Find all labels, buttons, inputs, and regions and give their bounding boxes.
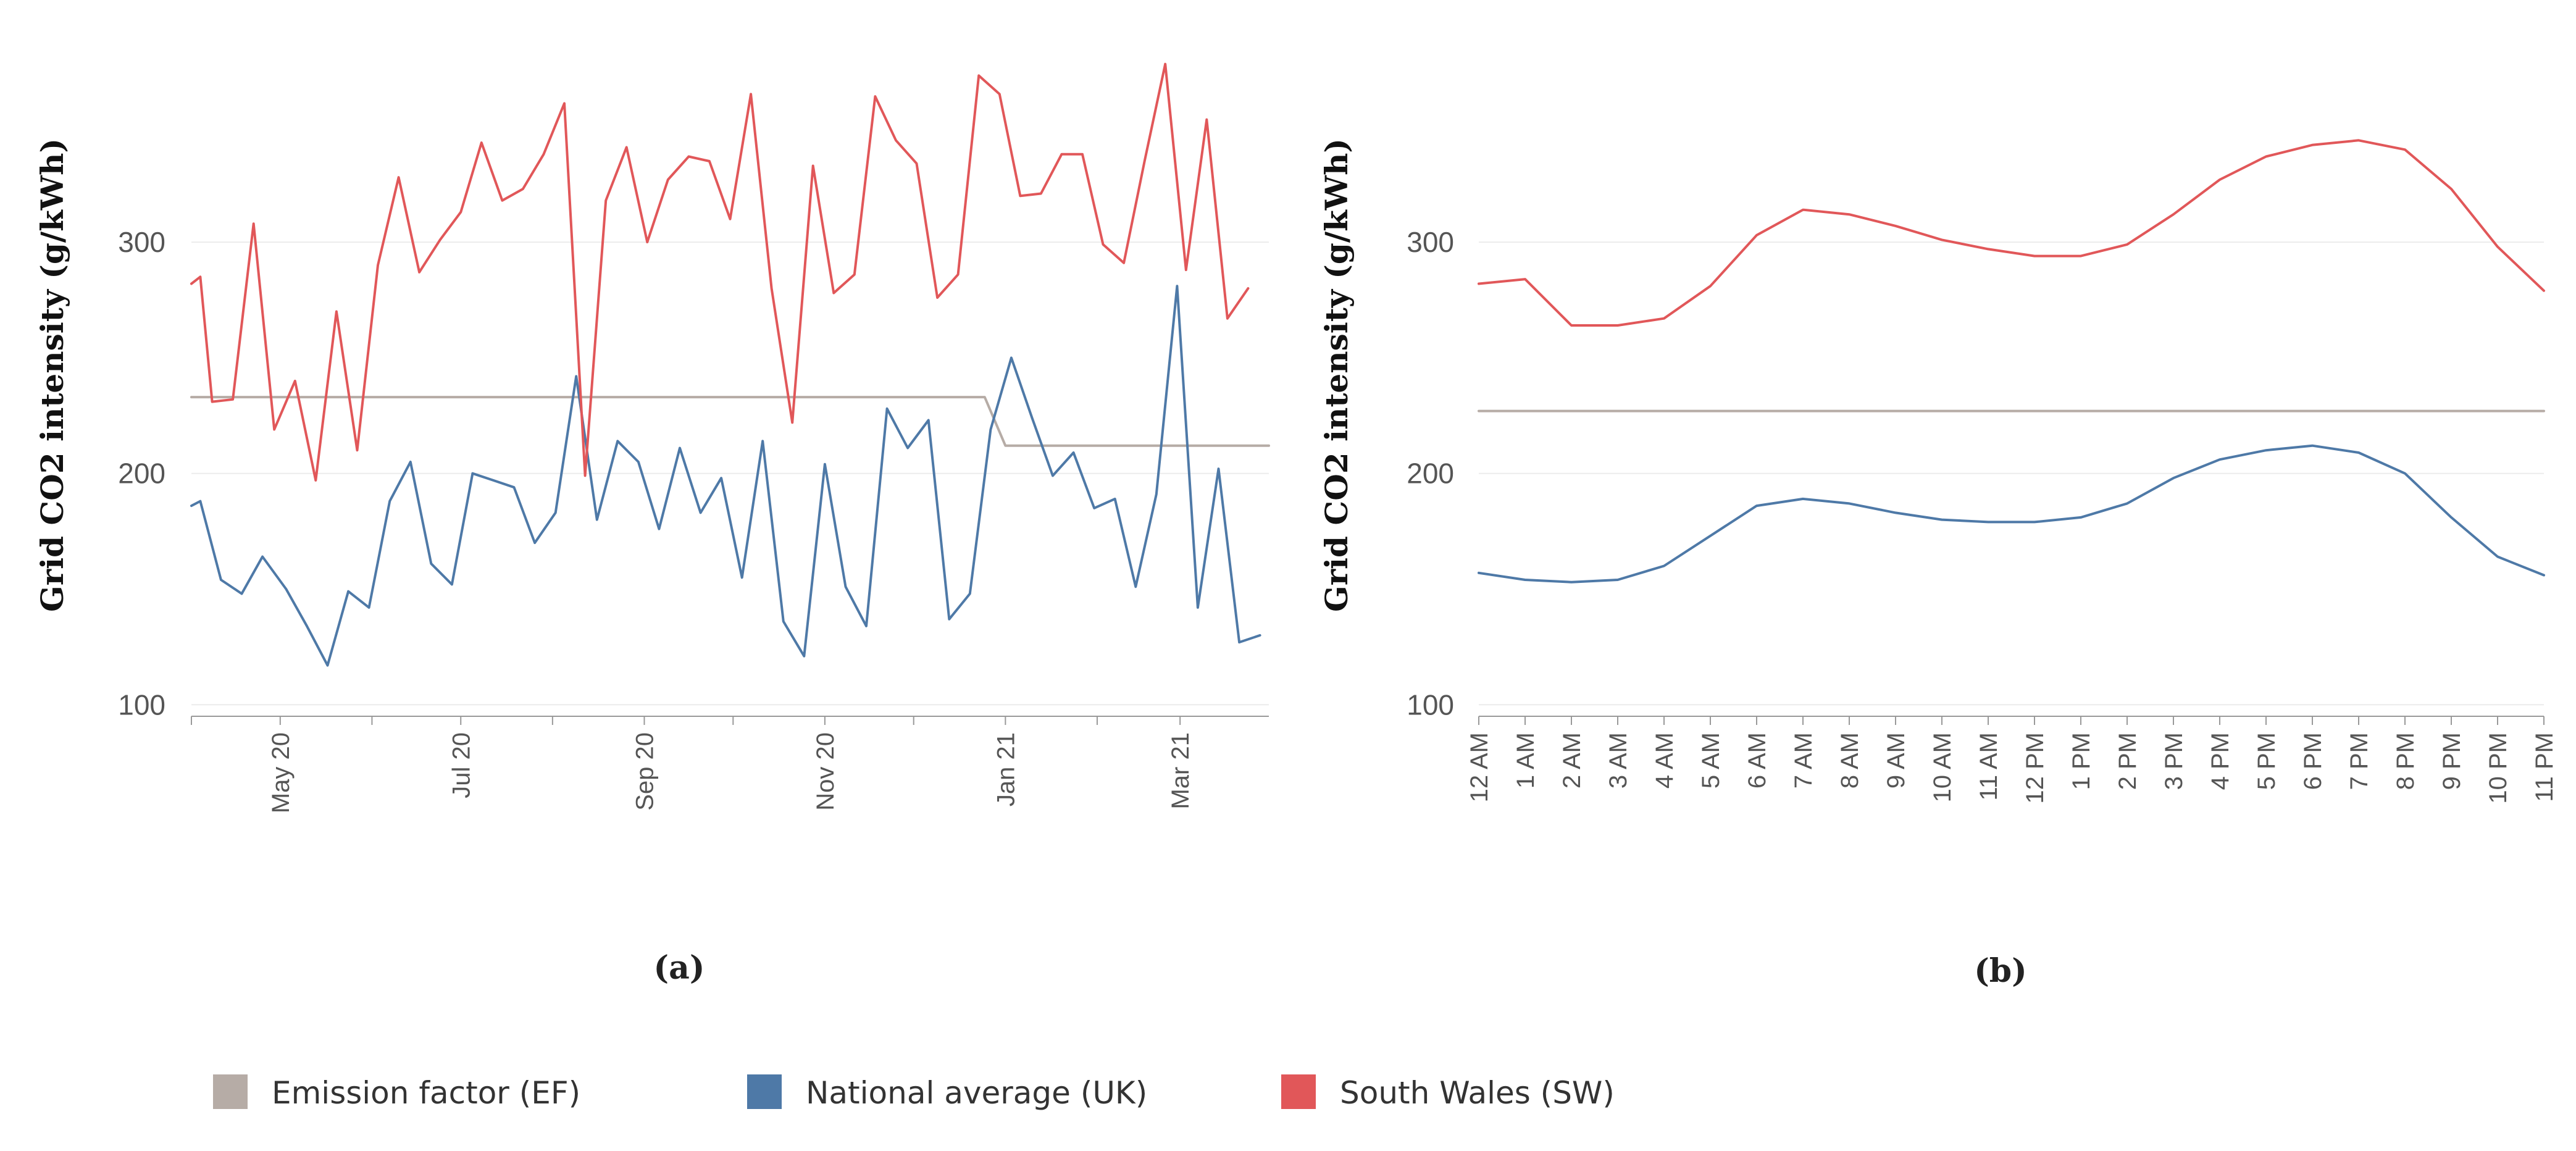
x-tick-label-5-pm: 5 PM	[2253, 732, 2280, 790]
y-tick-label: 300	[1407, 226, 1454, 258]
x-tick-label-2-pm: 2 PM	[2114, 732, 2141, 790]
x-tick-label-3-am: 3 AM	[1605, 732, 1632, 789]
x-tick-label-1-pm: 1 PM	[2068, 732, 2095, 790]
x-tick-label-jul-20: Jul 20	[448, 732, 475, 798]
y-tick-label: 100	[118, 689, 165, 721]
x-tick-label-10-pm: 10 PM	[2485, 732, 2512, 804]
x-tick-label-may-20: May 20	[267, 732, 295, 813]
legend-swatch-uk	[747, 1074, 782, 1109]
x-tick-label-12-am: 12 AM	[1466, 732, 1493, 802]
y-axis-title: Grid CO2 intensity (g/kWh)	[34, 138, 70, 612]
legend-item-sw: South Wales (SW)	[1281, 1074, 1615, 1111]
x-tick-label-6-am: 6 AM	[1744, 732, 1771, 789]
x-tick-label-10-am: 10 AM	[1929, 732, 1956, 802]
x-tick-label-9-pm: 9 PM	[2438, 732, 2465, 790]
legend-item-uk: National average (UK)	[747, 1074, 1147, 1111]
x-tick-label-11-pm: 11 PM	[2531, 732, 2558, 802]
panel-caption: (a)	[654, 949, 705, 987]
x-tick-label-3-pm: 3 PM	[2160, 732, 2188, 790]
x-tick-label-8-pm: 8 PM	[2392, 732, 2419, 790]
x-tick-label-1-am: 1 AM	[1512, 732, 1539, 789]
legend-label-ef: Emission factor (EF)	[272, 1075, 580, 1111]
y-tick-label: 200	[118, 458, 165, 490]
x-tick-label-mar-21: Mar 21	[1167, 732, 1194, 810]
x-tick-label-nov-20: Nov 20	[812, 732, 839, 811]
x-tick-label-5-am: 5 AM	[1697, 732, 1725, 789]
legend-swatch-sw	[1281, 1074, 1316, 1109]
legend-label-uk: National average (UK)	[806, 1075, 1147, 1111]
y-tick-label: 300	[118, 226, 165, 258]
x-tick-label-jan-21: Jan 21	[992, 732, 1019, 806]
series-line-south-wales-sw	[1478, 139, 2545, 327]
x-tick-label-7-pm: 7 PM	[2346, 732, 2373, 790]
x-tick-label-4-pm: 4 PM	[2207, 732, 2234, 790]
legend-swatch-ef	[213, 1074, 248, 1109]
x-tick-label-8-am: 8 AM	[1836, 732, 1863, 789]
series-line-national-average-uk	[190, 285, 1261, 667]
legend-item-ef: Emission factor (EF)	[213, 1074, 580, 1111]
x-tick-label-sep-20: Sep 20	[631, 732, 658, 811]
x-tick-label-12-pm: 12 PM	[2022, 732, 2049, 804]
x-tick-label-9-am: 9 AM	[1883, 732, 1910, 789]
y-tick-label: 200	[1407, 458, 1454, 490]
series-line-national-average-uk	[1478, 444, 2545, 584]
series-line-south-wales-sw	[190, 62, 1250, 482]
y-axis-title: Grid CO2 intensity (g/kWh)	[1318, 138, 1355, 612]
panel-caption: (b)	[1974, 952, 2027, 990]
y-tick-label: 100	[1407, 689, 1454, 721]
x-tick-label-11-am: 11 AM	[1975, 732, 2002, 800]
x-tick-label-6-pm: 6 PM	[2299, 732, 2327, 790]
legend-label-sw: South Wales (SW)	[1340, 1075, 1615, 1111]
x-tick-label-4-am: 4 AM	[1651, 732, 1678, 789]
chart-panel-a: 100 200 300 May 20 Jul 20 Sep 20 Nov 20 Jan 21 M…	[34, 62, 1270, 987]
legend: Emission factor (EF) National average (U…	[213, 1074, 1615, 1111]
chart-panel-b: 100 200 300 12 AM 1 AM 2 AM 3 AM 4 AM 5 AM 6 AM 7 …	[1318, 138, 2558, 990]
series-line-emission-factor-ef	[190, 396, 1270, 447]
x-tick-label-7-am: 7 AM	[1790, 732, 1817, 789]
x-tick-label-2-am: 2 AM	[1558, 732, 1586, 789]
